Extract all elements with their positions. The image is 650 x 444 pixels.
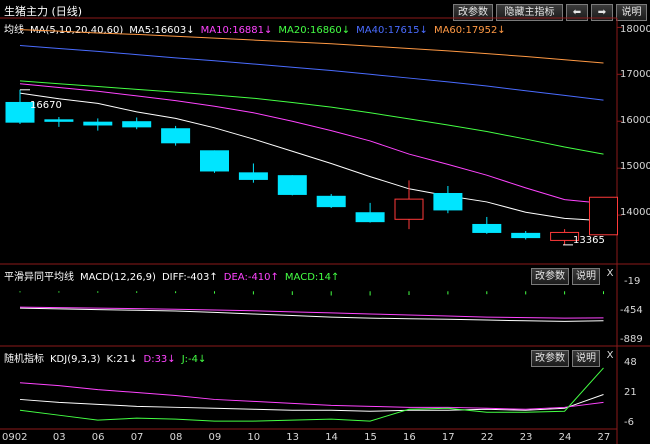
legend-item: 随机指标	[4, 354, 44, 365]
ma-line-ma5	[19, 92, 604, 222]
macd-change-params-button[interactable]: 改参数	[531, 268, 569, 285]
y-axis-label: 17000	[620, 69, 650, 80]
x-axis-label: 17	[441, 432, 455, 443]
ma-line-ma20	[19, 80, 604, 155]
x-axis-label: 27	[597, 432, 611, 443]
x-axis-label: 13	[286, 432, 300, 443]
low-price-annotation: 13365	[573, 235, 605, 246]
macd-close-button[interactable]: X	[606, 268, 614, 279]
legend-item: MA10:16881↓	[200, 25, 273, 36]
candle-body	[433, 192, 463, 211]
kdj-close-button[interactable]: X	[606, 350, 614, 361]
candle-body	[238, 172, 268, 180]
x-axis-label: 0902	[2, 432, 28, 443]
candle-body	[316, 195, 346, 208]
legend-item: MA20:16860↓	[278, 25, 351, 36]
legend-item: MA60:17952↓	[433, 25, 506, 36]
legend-item: 平滑异同平均线	[4, 272, 74, 283]
ma-line-ma40	[19, 44, 604, 101]
legend-item: D:33↓	[143, 354, 176, 365]
macd-dea-line	[19, 306, 604, 319]
candle-body	[589, 196, 618, 236]
kdj-d-line	[19, 382, 604, 410]
legend-item: MA5:16603↓	[129, 25, 195, 36]
kdj-k-line	[19, 394, 604, 412]
legend-item: MACD(12,26,9)	[80, 272, 156, 283]
y-axis-label: 16000	[620, 115, 650, 126]
x-axis-label: 22	[480, 432, 494, 443]
macd-axis-label: -889	[620, 334, 643, 345]
legend-item: MA(5,10,20,40,60)	[30, 25, 124, 36]
chart-title: 生猪主力 (日线)	[4, 5, 83, 18]
x-axis-label: 06	[91, 432, 105, 443]
kdj-axis-label: -6	[624, 417, 634, 428]
candle-body	[472, 223, 502, 233]
legend-item: KDJ(9,3,3)	[50, 354, 101, 365]
ma-line-ma60	[19, 29, 604, 64]
x-axis-label: 14	[325, 432, 338, 443]
x-axis-label: 24	[558, 432, 572, 443]
candle-body	[83, 121, 113, 126]
candle-body	[5, 101, 35, 123]
candle-body	[355, 212, 385, 223]
y-axis-label: 18000	[620, 24, 650, 35]
candle-body	[161, 128, 191, 144]
help-button[interactable]: 说明	[616, 4, 647, 21]
scroll-left-button[interactable]: ⬅	[566, 4, 588, 21]
candle-body	[550, 231, 580, 241]
kdj-help-button[interactable]: 说明	[572, 350, 600, 367]
x-axis-label: 10	[247, 432, 261, 443]
kdj-legend: 随机指标 KDJ(9,3,3) K:21↓ D:33↓ J:-4↓	[4, 350, 212, 365]
legend-item: K:21↓	[106, 354, 138, 365]
macd-legend: 平滑异同平均线 MACD(12,26,9) DIFF:-403↑ DEA:-410↑ M…	[4, 268, 345, 283]
x-axis-label: 23	[519, 432, 533, 443]
x-axis-label: 07	[130, 432, 144, 443]
kdj-j-line	[19, 367, 604, 422]
candle-body	[394, 198, 424, 220]
macd-help-button[interactable]: 说明	[572, 268, 600, 285]
macd-axis-label: -454	[620, 305, 643, 316]
legend-item: MACD:14↑	[284, 272, 340, 283]
candle-body	[122, 121, 152, 128]
y-axis-label: 14000	[620, 207, 650, 218]
x-axis-label: 08	[169, 432, 183, 443]
x-axis-label: 16	[403, 432, 416, 443]
legend-item: MA40:17615↓	[356, 25, 428, 36]
legend-item: DIFF:-403↑	[161, 272, 218, 283]
macd-axis-label: -19	[624, 276, 641, 287]
candle-body	[44, 119, 74, 122]
macd-diff-line	[19, 307, 604, 322]
candle-body	[511, 232, 541, 239]
candle-body	[200, 150, 229, 172]
legend-item: J:-4↓	[181, 354, 207, 365]
change-params-button[interactable]: 改参数	[453, 4, 493, 21]
candle-body	[277, 175, 307, 195]
kdj-axis-label: 48	[624, 357, 637, 368]
x-axis-label: 03	[52, 432, 66, 443]
hide-main-indicator-button[interactable]: 隐藏主指标	[496, 4, 563, 21]
legend-item: 均线	[4, 25, 24, 36]
legend-item: DEA:-410↑	[223, 272, 279, 283]
y-axis-label: 15000	[620, 161, 650, 172]
high-price-annotation: 16670	[30, 100, 62, 111]
ma-line-ma10	[19, 83, 604, 204]
kdj-axis-label: 21	[624, 387, 637, 398]
scroll-right-button[interactable]: ➡	[591, 4, 613, 21]
kdj-change-params-button[interactable]: 改参数	[531, 350, 569, 367]
ma-legend: 均线 MA(5,10,20,40,60) MA5:16603↓ MA10:16881↓…	[4, 21, 512, 36]
x-axis-label: 09	[208, 432, 222, 443]
x-axis-label: 15	[364, 432, 377, 443]
